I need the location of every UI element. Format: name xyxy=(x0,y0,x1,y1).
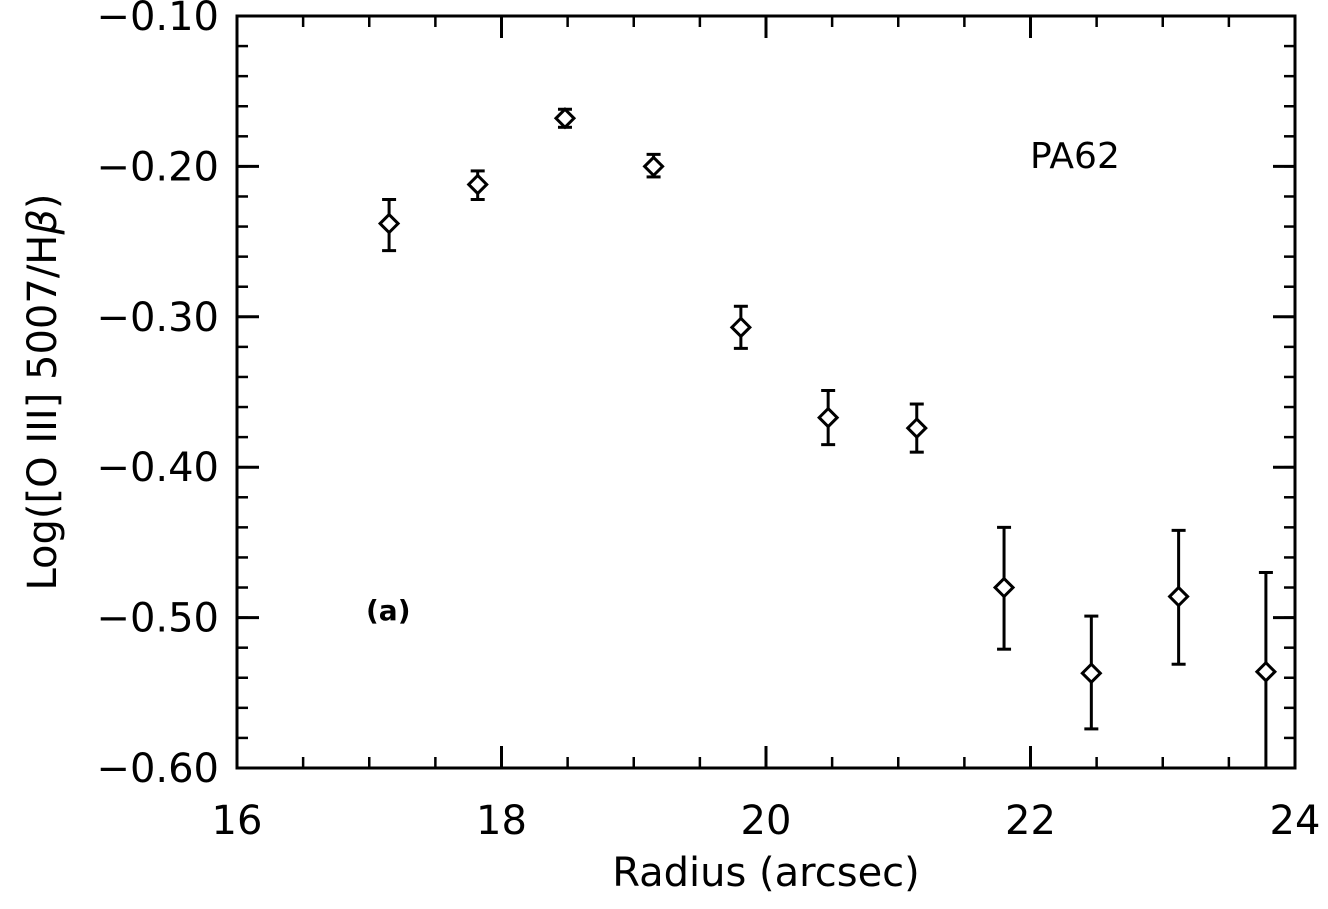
y-axis-title-main: Log([O III] 5007/H xyxy=(20,235,66,591)
major-ticks xyxy=(235,14,1297,770)
diamond-marker xyxy=(466,173,489,196)
diamond-marker xyxy=(729,316,752,339)
data-point xyxy=(1167,528,1190,666)
x-tick-label: 20 xyxy=(741,798,792,844)
diamond-marker xyxy=(1167,585,1190,608)
diamond-marker xyxy=(642,155,665,178)
diamond-marker xyxy=(553,107,577,130)
y-tick-labels: −0.60 −0.50 −0.40 −0.30 −0.20 −0.10 xyxy=(96,0,219,792)
data-point xyxy=(642,152,665,179)
y-axis-title-beta: β xyxy=(20,209,66,236)
data-point xyxy=(553,107,577,130)
y-axis-title-close: ) xyxy=(20,193,66,209)
data-point xyxy=(817,388,840,447)
y-tick-label: −0.60 xyxy=(96,746,219,792)
annotation-label: PA62 xyxy=(1030,136,1120,177)
y-tick-label: −0.20 xyxy=(96,144,219,190)
data-point xyxy=(377,197,401,253)
plot-frame xyxy=(235,14,1297,770)
data-points xyxy=(377,107,1278,770)
x-tick-label: 16 xyxy=(212,798,263,844)
data-point xyxy=(729,304,752,350)
diamond-marker xyxy=(992,576,1016,599)
x-tick-label: 18 xyxy=(476,798,527,844)
y-tick-label: −0.40 xyxy=(96,445,219,491)
diamond-marker xyxy=(1254,660,1278,683)
data-point xyxy=(1080,614,1103,731)
x-axis-title: Radius (arcsec) xyxy=(612,850,920,896)
x-tick-label: 22 xyxy=(1005,798,1056,844)
diamond-marker xyxy=(905,416,928,440)
diamond-marker xyxy=(377,212,401,235)
x-tick-label: 24 xyxy=(1270,798,1321,844)
data-point xyxy=(992,525,1016,651)
data-point xyxy=(1254,570,1278,770)
diamond-marker xyxy=(1080,662,1103,685)
y-tick-label: −0.30 xyxy=(96,295,219,341)
data-point xyxy=(466,169,489,201)
minor-ticks xyxy=(235,14,1297,770)
y-axis-title: Log([O III] 5007/Hβ) xyxy=(20,193,66,590)
y-tick-label: −0.10 xyxy=(96,0,219,40)
diamond-marker xyxy=(817,406,840,429)
panel-label: (a) xyxy=(366,594,411,627)
data-point xyxy=(905,402,928,454)
x-tick-labels: 16 18 20 22 24 xyxy=(212,798,1321,844)
y-tick-label: −0.50 xyxy=(96,596,219,642)
